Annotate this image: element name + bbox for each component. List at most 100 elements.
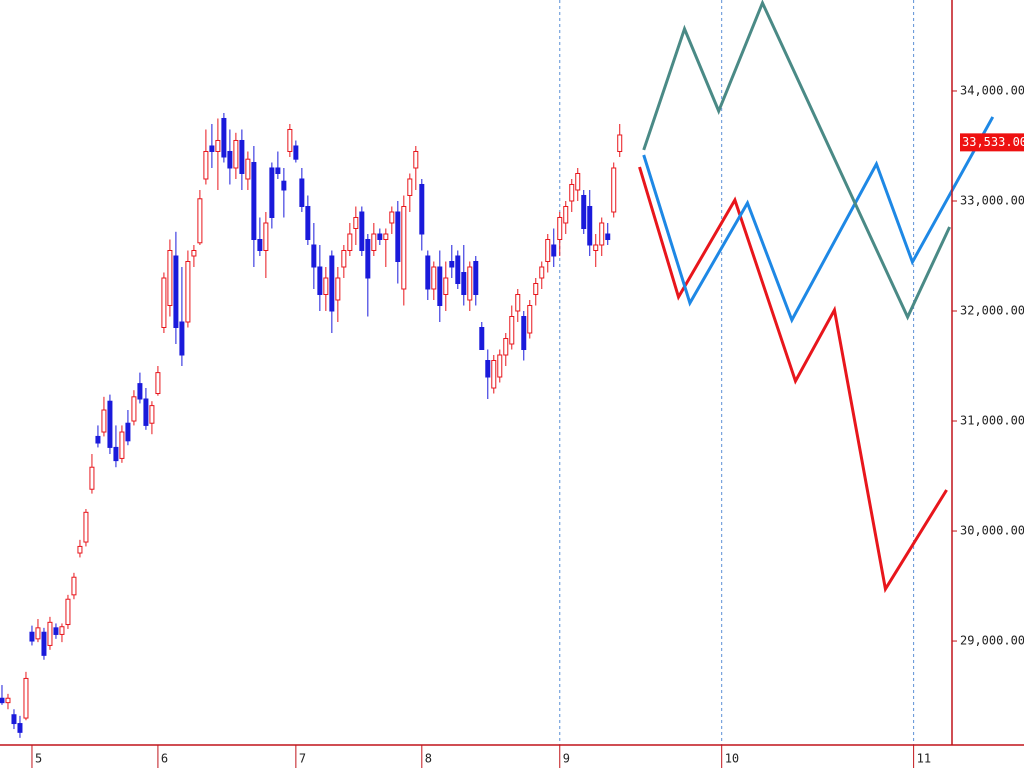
candle-body <box>377 233 383 240</box>
candle-body <box>509 316 515 345</box>
price-marker-label: 33,533.00 <box>962 135 1024 149</box>
candle-body <box>437 266 443 307</box>
candle-body <box>323 277 329 296</box>
candle-body <box>497 354 503 378</box>
candle-body <box>617 134 623 152</box>
candle-body <box>119 431 125 459</box>
candle-body <box>257 238 263 251</box>
candle-body <box>389 211 395 224</box>
candle-body <box>149 405 155 424</box>
candle-body <box>215 139 221 152</box>
candle-body <box>545 238 551 262</box>
price-marker <box>960 133 1024 152</box>
candle-body <box>203 150 209 180</box>
candle-body <box>485 360 491 378</box>
x-tick-label: 7 <box>299 752 306 766</box>
candle-body <box>77 545 83 554</box>
candle-body <box>455 255 461 285</box>
candle-body <box>329 255 335 312</box>
candle-body <box>209 145 215 152</box>
candle-body <box>443 277 449 296</box>
candle-body <box>233 139 239 169</box>
candle-body <box>425 255 431 290</box>
candle-body <box>131 396 137 422</box>
candle-body <box>587 205 593 246</box>
y-tick-label: 32,000.00 <box>960 304 1024 318</box>
candle-body <box>161 277 167 329</box>
candle-body <box>593 244 599 251</box>
y-tick-label: 30,000.00 <box>960 524 1024 538</box>
candle-body <box>29 631 35 642</box>
y-tick-label: 33,000.00 <box>960 193 1024 207</box>
candle-body <box>35 627 41 640</box>
candle-body <box>581 194 587 229</box>
candle-body <box>467 266 473 301</box>
x-tick-label: 5 <box>35 752 42 766</box>
candle-body <box>293 145 299 160</box>
candle-body <box>539 266 545 279</box>
candle-body <box>527 305 533 334</box>
candle-body <box>371 233 377 251</box>
candle-body <box>47 621 53 646</box>
x-tick-label: 6 <box>161 752 168 766</box>
candle-body <box>41 631 47 656</box>
candle-body <box>401 205 407 290</box>
candle-body <box>407 178 413 196</box>
candle-body <box>305 205 311 240</box>
candle-body <box>341 249 347 268</box>
candle-body <box>107 400 113 448</box>
candle-body <box>155 372 161 395</box>
candle-body <box>365 238 371 279</box>
candle-body <box>311 244 317 268</box>
candle-body <box>23 677 29 719</box>
candle-body <box>185 260 191 323</box>
candle-body <box>395 211 401 262</box>
candle-body <box>431 266 437 290</box>
candle-body <box>473 260 479 296</box>
candle-body <box>335 277 341 301</box>
candle-body <box>533 283 539 296</box>
candle-body <box>569 183 575 202</box>
candle-body <box>413 150 419 169</box>
candle-body <box>59 626 65 635</box>
candle-body <box>65 598 71 626</box>
projection-line <box>642 116 995 324</box>
candle-body <box>53 627 59 635</box>
candle-body <box>479 327 485 351</box>
x-tick-label: 11 <box>917 752 931 766</box>
candle-body <box>515 294 521 312</box>
candle-body <box>221 117 227 158</box>
candle-body <box>419 183 425 235</box>
candle-body <box>137 383 143 400</box>
y-tick-label: 31,000.00 <box>960 414 1024 428</box>
candle-body <box>0 697 5 704</box>
candle-body <box>251 161 257 240</box>
candle-body <box>95 435 101 444</box>
candle-body <box>605 233 611 240</box>
candle-body <box>5 697 11 704</box>
candle-body <box>245 158 251 180</box>
candle-body <box>563 205 569 224</box>
candle-body <box>359 211 365 251</box>
candle-body <box>197 198 203 244</box>
x-tick-label: 9 <box>563 752 570 766</box>
candle-body <box>71 576 77 596</box>
candle-body <box>299 178 305 207</box>
candle-body <box>269 167 275 218</box>
candle-body <box>491 360 497 389</box>
candle-body <box>611 167 617 213</box>
candle-body <box>275 167 281 174</box>
y-tick-label: 34,000.00 <box>960 83 1024 97</box>
candle-body <box>179 321 185 356</box>
candle-body <box>173 255 179 329</box>
x-tick-label: 10 <box>725 752 739 766</box>
candle-body <box>143 398 149 426</box>
candle-body <box>317 266 323 296</box>
candle-body <box>17 723 23 733</box>
projection-line <box>638 166 948 594</box>
candle-body <box>239 139 245 174</box>
candle-body <box>521 316 527 351</box>
projection-line <box>642 0 951 321</box>
candle-body <box>449 260 455 268</box>
